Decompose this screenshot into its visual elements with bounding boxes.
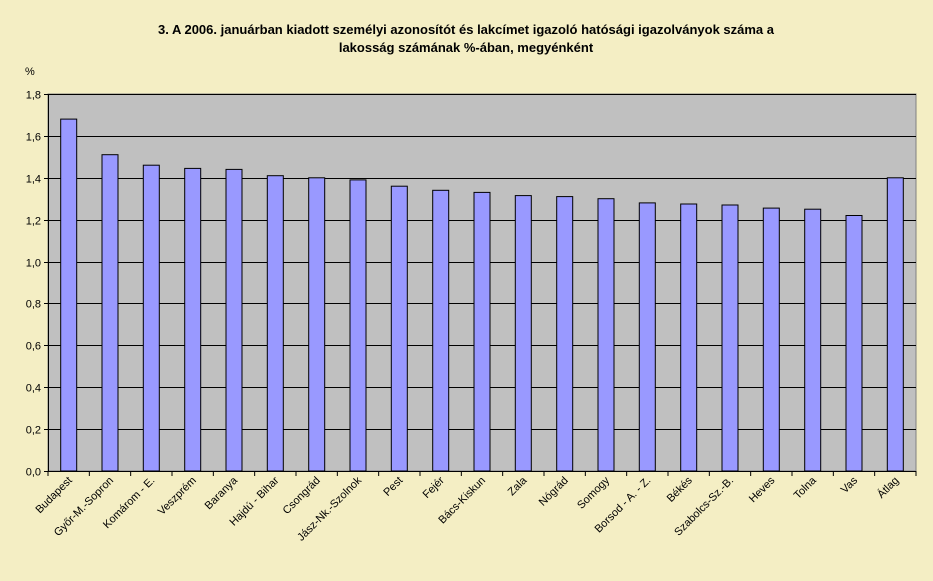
bar-6 <box>308 177 326 472</box>
x-tick-label: Nógrád <box>537 475 571 509</box>
bar-20 <box>886 177 904 472</box>
y-tick-label: 1,4 <box>26 174 41 186</box>
x-tick-label: Zala <box>506 474 530 498</box>
y-tick-label: 0,6 <box>26 341 41 353</box>
bar-14 <box>638 202 656 472</box>
bar-4 <box>225 168 243 472</box>
y-tick-label: 1,6 <box>26 132 41 144</box>
bar-1 <box>101 154 119 472</box>
x-tick-label: Veszprém <box>156 475 199 518</box>
x-tick-label: Somogy <box>575 474 612 511</box>
chart-title-line-2: lakosság számának %-ában, megyénként <box>339 40 594 55</box>
bar-15 <box>680 203 698 472</box>
x-tick-label: Csongrád <box>281 475 323 517</box>
y-tick-label: 1,0 <box>26 258 41 270</box>
x-tick-label: Átlag <box>874 474 901 501</box>
x-tick-label: Pest <box>381 475 405 499</box>
bar-11 <box>514 195 532 472</box>
bar-3 <box>184 167 202 472</box>
bar-9 <box>432 189 450 472</box>
bar-10 <box>473 191 491 472</box>
y-axis-label: % <box>25 66 35 78</box>
bar-16 <box>721 204 739 472</box>
y-tick-label: 0,0 <box>26 467 41 479</box>
y-tick-label: 0,8 <box>26 299 41 311</box>
chart-title-line-1: 3. A 2006. januárban kiadott személyi az… <box>158 22 775 37</box>
x-tick-label: Heves <box>747 474 778 505</box>
bar-8 <box>390 185 408 472</box>
y-tick-label: 0,2 <box>26 425 41 437</box>
y-tick-label: 1,8 <box>26 90 41 102</box>
bar-12 <box>556 196 574 472</box>
bar-18 <box>804 208 822 472</box>
bar-17 <box>762 207 780 472</box>
x-tick-label: Baranya <box>203 474 241 512</box>
x-tick-label: Vas <box>839 474 861 496</box>
bar-0 <box>60 118 78 472</box>
y-tick-label: 0,4 <box>26 383 41 395</box>
bar-19 <box>845 215 863 472</box>
axes <box>44 94 917 476</box>
x-tick-label: Budapest <box>33 475 74 516</box>
bar-7 <box>349 179 367 472</box>
bars <box>60 118 904 472</box>
bar-2 <box>142 164 160 472</box>
x-tick-label: Fejér <box>421 474 447 500</box>
bar-13 <box>597 198 615 472</box>
y-tick-label: 1,2 <box>26 216 41 228</box>
bar-5 <box>266 175 284 472</box>
y-tick-labels: 0,0 0,2 0,4 0,6 0,8 1,0 1,2 1,4 1,6 1,8 <box>26 90 41 479</box>
x-tick-label: Tolna <box>792 474 820 502</box>
x-tick-label: Békés <box>665 474 695 504</box>
